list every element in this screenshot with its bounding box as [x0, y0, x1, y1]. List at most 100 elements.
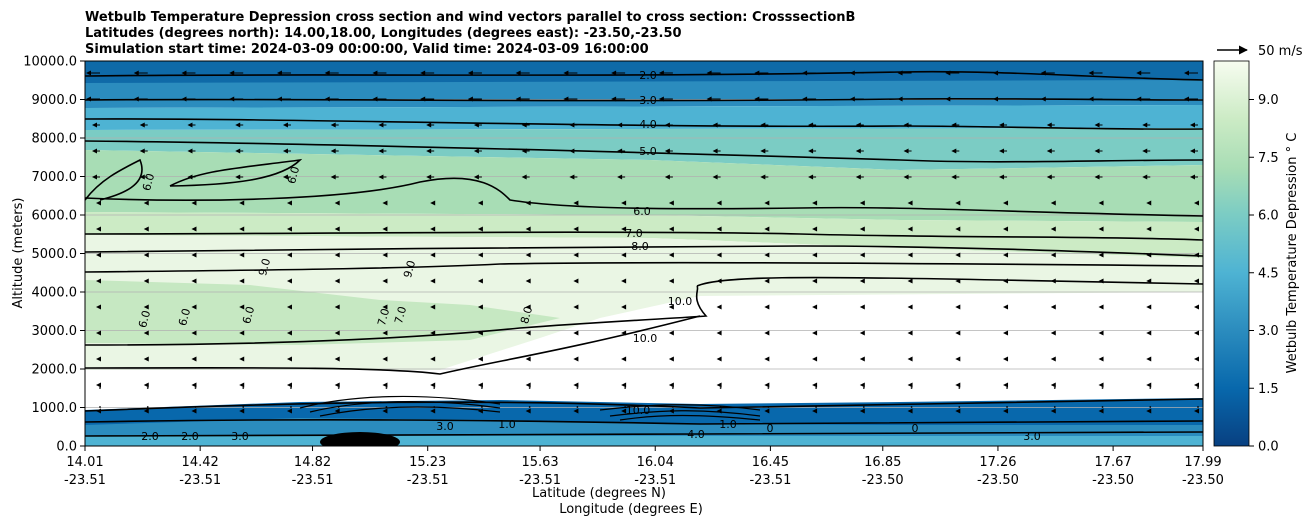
- y-tick-label: 6000.0: [32, 209, 78, 224]
- wind-vector-head: [859, 330, 865, 336]
- x-tick-label-lon: -23.51: [749, 473, 791, 488]
- wind-vector-head: [143, 330, 149, 336]
- colorbar-tick-label: 3.0: [1258, 324, 1279, 339]
- wind-vector-head: [86, 96, 91, 102]
- wind-vector-dot: [1101, 406, 1104, 408]
- wind-vector-head: [477, 226, 483, 232]
- wind-vector-head: [668, 330, 674, 336]
- wind-vector-head: [668, 278, 674, 284]
- wind-vector-head: [573, 278, 579, 284]
- wind-vector-head: [92, 122, 97, 128]
- wind-vector-head: [96, 382, 101, 388]
- contour-line-6: [85, 177, 1203, 217]
- contour-label: 7.0: [375, 307, 392, 327]
- wind-vector-dot: [815, 406, 817, 408]
- wind-vector-head: [430, 330, 436, 336]
- wind-vector-head: [86, 70, 91, 76]
- wind-vector-head: [473, 148, 479, 154]
- clump-line: [619, 414, 761, 421]
- wind-vector-head: [716, 408, 722, 414]
- wind-vector-head: [1050, 356, 1056, 362]
- wind-vector-head: [1040, 96, 1046, 102]
- wind-vector-head: [239, 304, 245, 310]
- y-tick-label: 7000.0: [32, 170, 78, 185]
- x-tick-label-lat: 16.04: [637, 455, 674, 470]
- wind-vector-head: [1194, 252, 1199, 258]
- wind-vector-head: [569, 122, 575, 128]
- wind-vector-head: [187, 148, 193, 154]
- wind-vector-head: [621, 382, 627, 388]
- wind-vector-head: [334, 226, 340, 232]
- wind-vector-head: [334, 356, 340, 362]
- wind-vector-head: [92, 148, 97, 154]
- wind-vector-head: [907, 200, 913, 206]
- wind-vector-head: [1146, 382, 1152, 388]
- x-tick-label-lon: -23.51: [292, 473, 334, 488]
- wind-vector-head: [1098, 408, 1104, 414]
- wind-vector-head: [187, 122, 193, 128]
- contour-label: 6.0: [136, 309, 153, 329]
- wind-vector-head: [239, 226, 245, 232]
- wind-vector-head: [235, 122, 241, 128]
- wind-vector-head: [239, 356, 245, 362]
- wind-vector-head: [611, 96, 617, 102]
- y-axis: 0.0 1000.0 2000.0 3000.0 4000.0 5000.0 6000.0 7…: [23, 55, 85, 455]
- wind-vector-head: [467, 70, 473, 76]
- wind-vector-head: [668, 226, 674, 232]
- wind-vector-head: [239, 382, 245, 388]
- wind-vector-head: [430, 278, 436, 284]
- chart-title-line-3: Simulation start time: 2024-03-09 00:00:…: [85, 42, 649, 57]
- wind-vector-head: [92, 174, 97, 180]
- chart-title-line-2: Latitudes (degrees north): 14.00,18.00, …: [85, 26, 682, 41]
- wind-vector-head: [191, 278, 197, 284]
- wind-vector-head: [849, 70, 855, 76]
- wind-vector-head: [143, 304, 149, 310]
- wind-vector-head: [573, 382, 579, 388]
- wind-vector-head: [1088, 96, 1094, 102]
- wind-vector-head: [235, 148, 241, 154]
- wind-vector-head: [382, 200, 388, 206]
- wind-vector-head: [430, 252, 436, 258]
- y-tick-label: 10000.0: [23, 55, 77, 70]
- wind-vector-head: [1194, 200, 1199, 206]
- wind-vector-head: [330, 174, 336, 180]
- x-tick-label-lon: -23.50: [862, 473, 904, 488]
- wind-vector-head: [1190, 122, 1195, 128]
- wind-vector-head: [802, 96, 808, 102]
- wind-vector-head: [467, 96, 473, 102]
- wind-vector-head: [668, 382, 674, 388]
- wind-vector-head: [525, 252, 531, 258]
- wind-vector-head: [430, 382, 436, 388]
- y-tick-label: 9000.0: [32, 93, 78, 108]
- wind-vector-head: [1190, 174, 1195, 180]
- wind-vector-head: [802, 70, 808, 76]
- wind-vector-dot: [815, 387, 817, 389]
- contour-labels: 2.03.04.05.06.07.08.010.010.06.0 6.09.0 9.…: [136, 69, 1041, 443]
- x-tick-label-lat: 17.99: [1184, 455, 1221, 470]
- wind-vector-head: [1046, 148, 1052, 154]
- wind-vector-head: [907, 278, 913, 284]
- wind-vector-head: [96, 200, 101, 206]
- wind-vector-head: [812, 252, 818, 258]
- wind-vector-head: [420, 96, 426, 102]
- wind-vector-dot: [862, 406, 865, 408]
- wind-vector-head: [378, 148, 384, 154]
- wind-vector-head: [324, 70, 330, 76]
- x-tick-label-lat: 14.82: [294, 455, 331, 470]
- wind-vector-head: [229, 96, 235, 102]
- wind-vector-head: [945, 70, 951, 76]
- wind-vector-head: [139, 148, 145, 154]
- contour-label: 1.0: [498, 418, 516, 431]
- wind-vector-head: [1146, 304, 1152, 310]
- wind-vector-head: [760, 122, 766, 128]
- wind-vector-head: [573, 330, 579, 336]
- wind-vector-dot: [337, 406, 340, 408]
- wind-vector-head: [324, 96, 330, 102]
- wind-vector-head: [477, 278, 483, 284]
- contour-label: 2.0: [639, 69, 657, 82]
- wind-vector-head: [1194, 304, 1199, 310]
- wind-vector-dot: [433, 406, 436, 408]
- wind-vector-head: [573, 408, 579, 414]
- wind-vector-head: [1184, 70, 1189, 76]
- wind-vector-head: [812, 356, 818, 362]
